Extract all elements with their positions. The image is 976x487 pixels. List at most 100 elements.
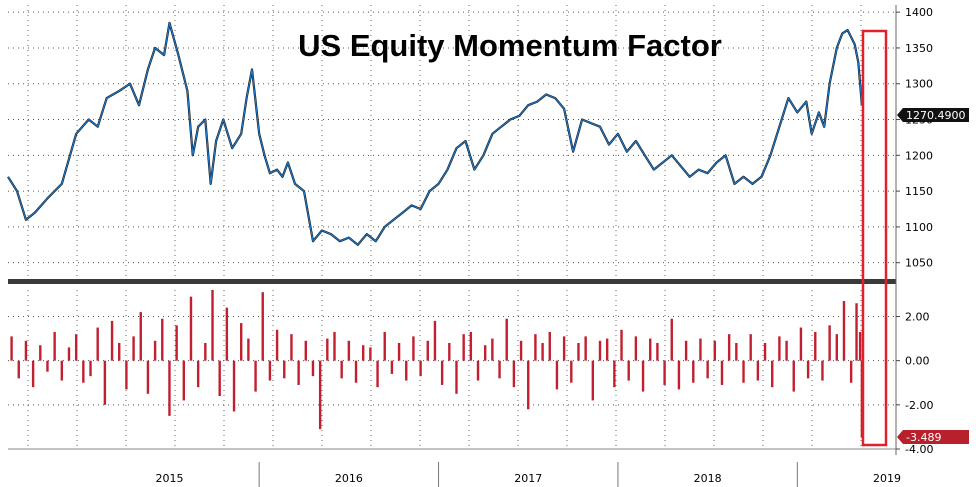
change-bar — [17, 360, 20, 379]
last-value-tag-bottom-text: -3.489 — [906, 431, 941, 444]
change-bar — [706, 360, 709, 379]
change-bar — [785, 340, 788, 361]
y-tick-label: -2.00 — [905, 399, 933, 412]
last-value-tag-top-text: 1270.4900 — [906, 109, 966, 122]
change-bar — [103, 360, 107, 405]
change-bar — [283, 360, 286, 379]
change-bar — [699, 338, 702, 361]
change-bar — [426, 340, 429, 361]
change-bar — [842, 301, 846, 361]
change-bar — [505, 318, 508, 361]
change-bar — [240, 323, 243, 361]
change-bar — [670, 318, 673, 361]
y-tick-label: 1300 — [905, 78, 933, 91]
change-bar — [139, 312, 142, 361]
change-bar — [849, 360, 853, 383]
change-bar — [60, 360, 64, 381]
y-tick-label: 0.00 — [905, 355, 930, 368]
change-bar — [771, 360, 774, 388]
change-bar — [483, 345, 487, 361]
change-bar — [598, 340, 602, 361]
change-bar — [620, 329, 623, 361]
change-bar — [855, 303, 858, 361]
change-bar — [799, 327, 803, 361]
change-bar — [756, 360, 760, 381]
change-bar — [634, 336, 638, 361]
change-bar — [440, 360, 444, 385]
bottom-panel-y-axis: 2.00 0.00 -2.00 -4.00 — [896, 311, 933, 456]
change-bar — [663, 360, 666, 385]
change-bar — [405, 360, 408, 381]
change-bar — [570, 360, 573, 383]
change-bar — [196, 360, 200, 388]
change-bar — [318, 360, 322, 430]
change-bar — [39, 345, 42, 361]
y-tick-label: 1400 — [905, 6, 933, 19]
change-bar — [419, 360, 422, 377]
change-bar — [125, 360, 128, 390]
change-bar — [254, 360, 257, 392]
change-bar — [46, 360, 49, 372]
change-bar — [692, 360, 695, 383]
change-bar — [118, 343, 121, 361]
change-bar — [562, 336, 566, 361]
change-bar — [814, 331, 817, 361]
change-bar — [455, 360, 458, 394]
x-tick-label: 2015 — [155, 472, 183, 485]
change-bar — [806, 360, 810, 379]
change-bar — [390, 360, 394, 374]
change-bar — [376, 360, 379, 388]
change-bar — [627, 360, 630, 381]
y-tick-label: 1350 — [905, 42, 933, 55]
change-bar — [261, 292, 264, 361]
change-bar — [649, 338, 652, 361]
x-tick-label: 2016 — [335, 472, 363, 485]
change-bar — [534, 334, 537, 361]
change-bar — [613, 360, 616, 388]
change-bar — [326, 338, 329, 361]
change-bar — [684, 340, 688, 361]
momentum-line-series — [7, 21, 863, 246]
change-bar — [204, 343, 207, 361]
change-bar — [541, 343, 544, 361]
change-bar — [462, 334, 465, 361]
change-bar — [778, 336, 781, 361]
highlight-box — [861, 29, 888, 447]
change-bar — [89, 360, 92, 377]
change-bar — [555, 360, 559, 390]
change-bar — [218, 360, 221, 396]
change-bar — [383, 331, 386, 361]
change-bar — [175, 325, 178, 361]
change-bar — [268, 360, 272, 381]
change-bar — [247, 338, 250, 361]
top-panel-gridlines — [8, 5, 896, 277]
change-bar — [584, 336, 587, 361]
change-bar — [82, 360, 85, 383]
change-bar — [354, 360, 358, 383]
change-bar — [720, 360, 724, 385]
change-bar — [340, 360, 343, 379]
change-bar — [96, 327, 99, 361]
change-bar — [656, 343, 659, 361]
y-tick-label: 2.00 — [905, 311, 930, 324]
change-bar — [498, 360, 501, 379]
change-bar — [362, 345, 365, 361]
change-bar — [448, 343, 451, 361]
change-bar — [469, 331, 473, 361]
change-bar — [519, 340, 523, 361]
change-bar — [548, 331, 551, 361]
change-bar — [290, 334, 293, 361]
last-value-tag-bottom-shape — [897, 430, 969, 444]
change-bar — [821, 360, 824, 381]
change-bar — [168, 360, 171, 416]
change-bar — [476, 360, 480, 381]
change-bar — [225, 307, 229, 361]
change-bar — [182, 360, 186, 401]
change-bar — [727, 334, 731, 361]
change-bar — [297, 360, 300, 385]
change-bar — [735, 343, 738, 361]
change-bar — [31, 360, 35, 388]
change-bar — [433, 320, 437, 361]
change-bar — [397, 343, 401, 361]
